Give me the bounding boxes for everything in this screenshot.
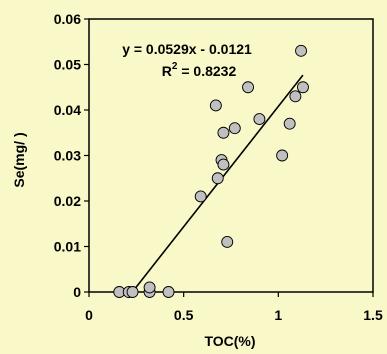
data-point xyxy=(217,126,230,139)
y-tick-label: 0.05 xyxy=(54,57,81,73)
y-tick-label: 0.01 xyxy=(54,239,81,255)
r-squared-label: R2 = 0.8232 xyxy=(162,61,237,79)
y-axis-title: Se(mg/ ) xyxy=(11,132,27,187)
r-squared-superscript: 2 xyxy=(172,61,178,72)
data-point xyxy=(295,44,308,57)
data-point xyxy=(276,149,289,162)
x-tick-label: 1 xyxy=(274,307,282,323)
data-point xyxy=(221,235,234,248)
y-tick-label: 0.04 xyxy=(54,102,81,118)
y-tick-label: 0.06 xyxy=(54,11,81,27)
data-point xyxy=(209,99,222,112)
data-point xyxy=(126,286,139,298)
data-point xyxy=(289,90,302,103)
data-point xyxy=(143,281,156,294)
data-point xyxy=(211,172,224,185)
y-tick-label: 0.02 xyxy=(54,193,81,209)
data-point xyxy=(194,190,207,203)
data-point xyxy=(162,286,175,298)
plot-frame xyxy=(88,18,374,293)
data-point xyxy=(217,158,230,171)
data-point xyxy=(283,117,296,130)
x-tick-label: 0.5 xyxy=(174,307,194,323)
x-axis-title: TOC(%) xyxy=(204,333,255,349)
y-tick-label: 0 xyxy=(73,284,81,300)
x-tick-label: 1.5 xyxy=(363,307,383,323)
x-tick-label: 0 xyxy=(85,307,93,323)
data-point xyxy=(253,113,266,126)
data-point xyxy=(228,122,241,135)
trendline-equation: y = 0.0529x - 0.0121 xyxy=(122,41,252,57)
r-squared-symbol: R xyxy=(162,63,172,79)
data-point xyxy=(296,81,309,94)
data-point xyxy=(242,81,254,94)
y-tick-label: 0.03 xyxy=(54,148,81,164)
r-squared-value: = 0.8232 xyxy=(177,63,236,79)
